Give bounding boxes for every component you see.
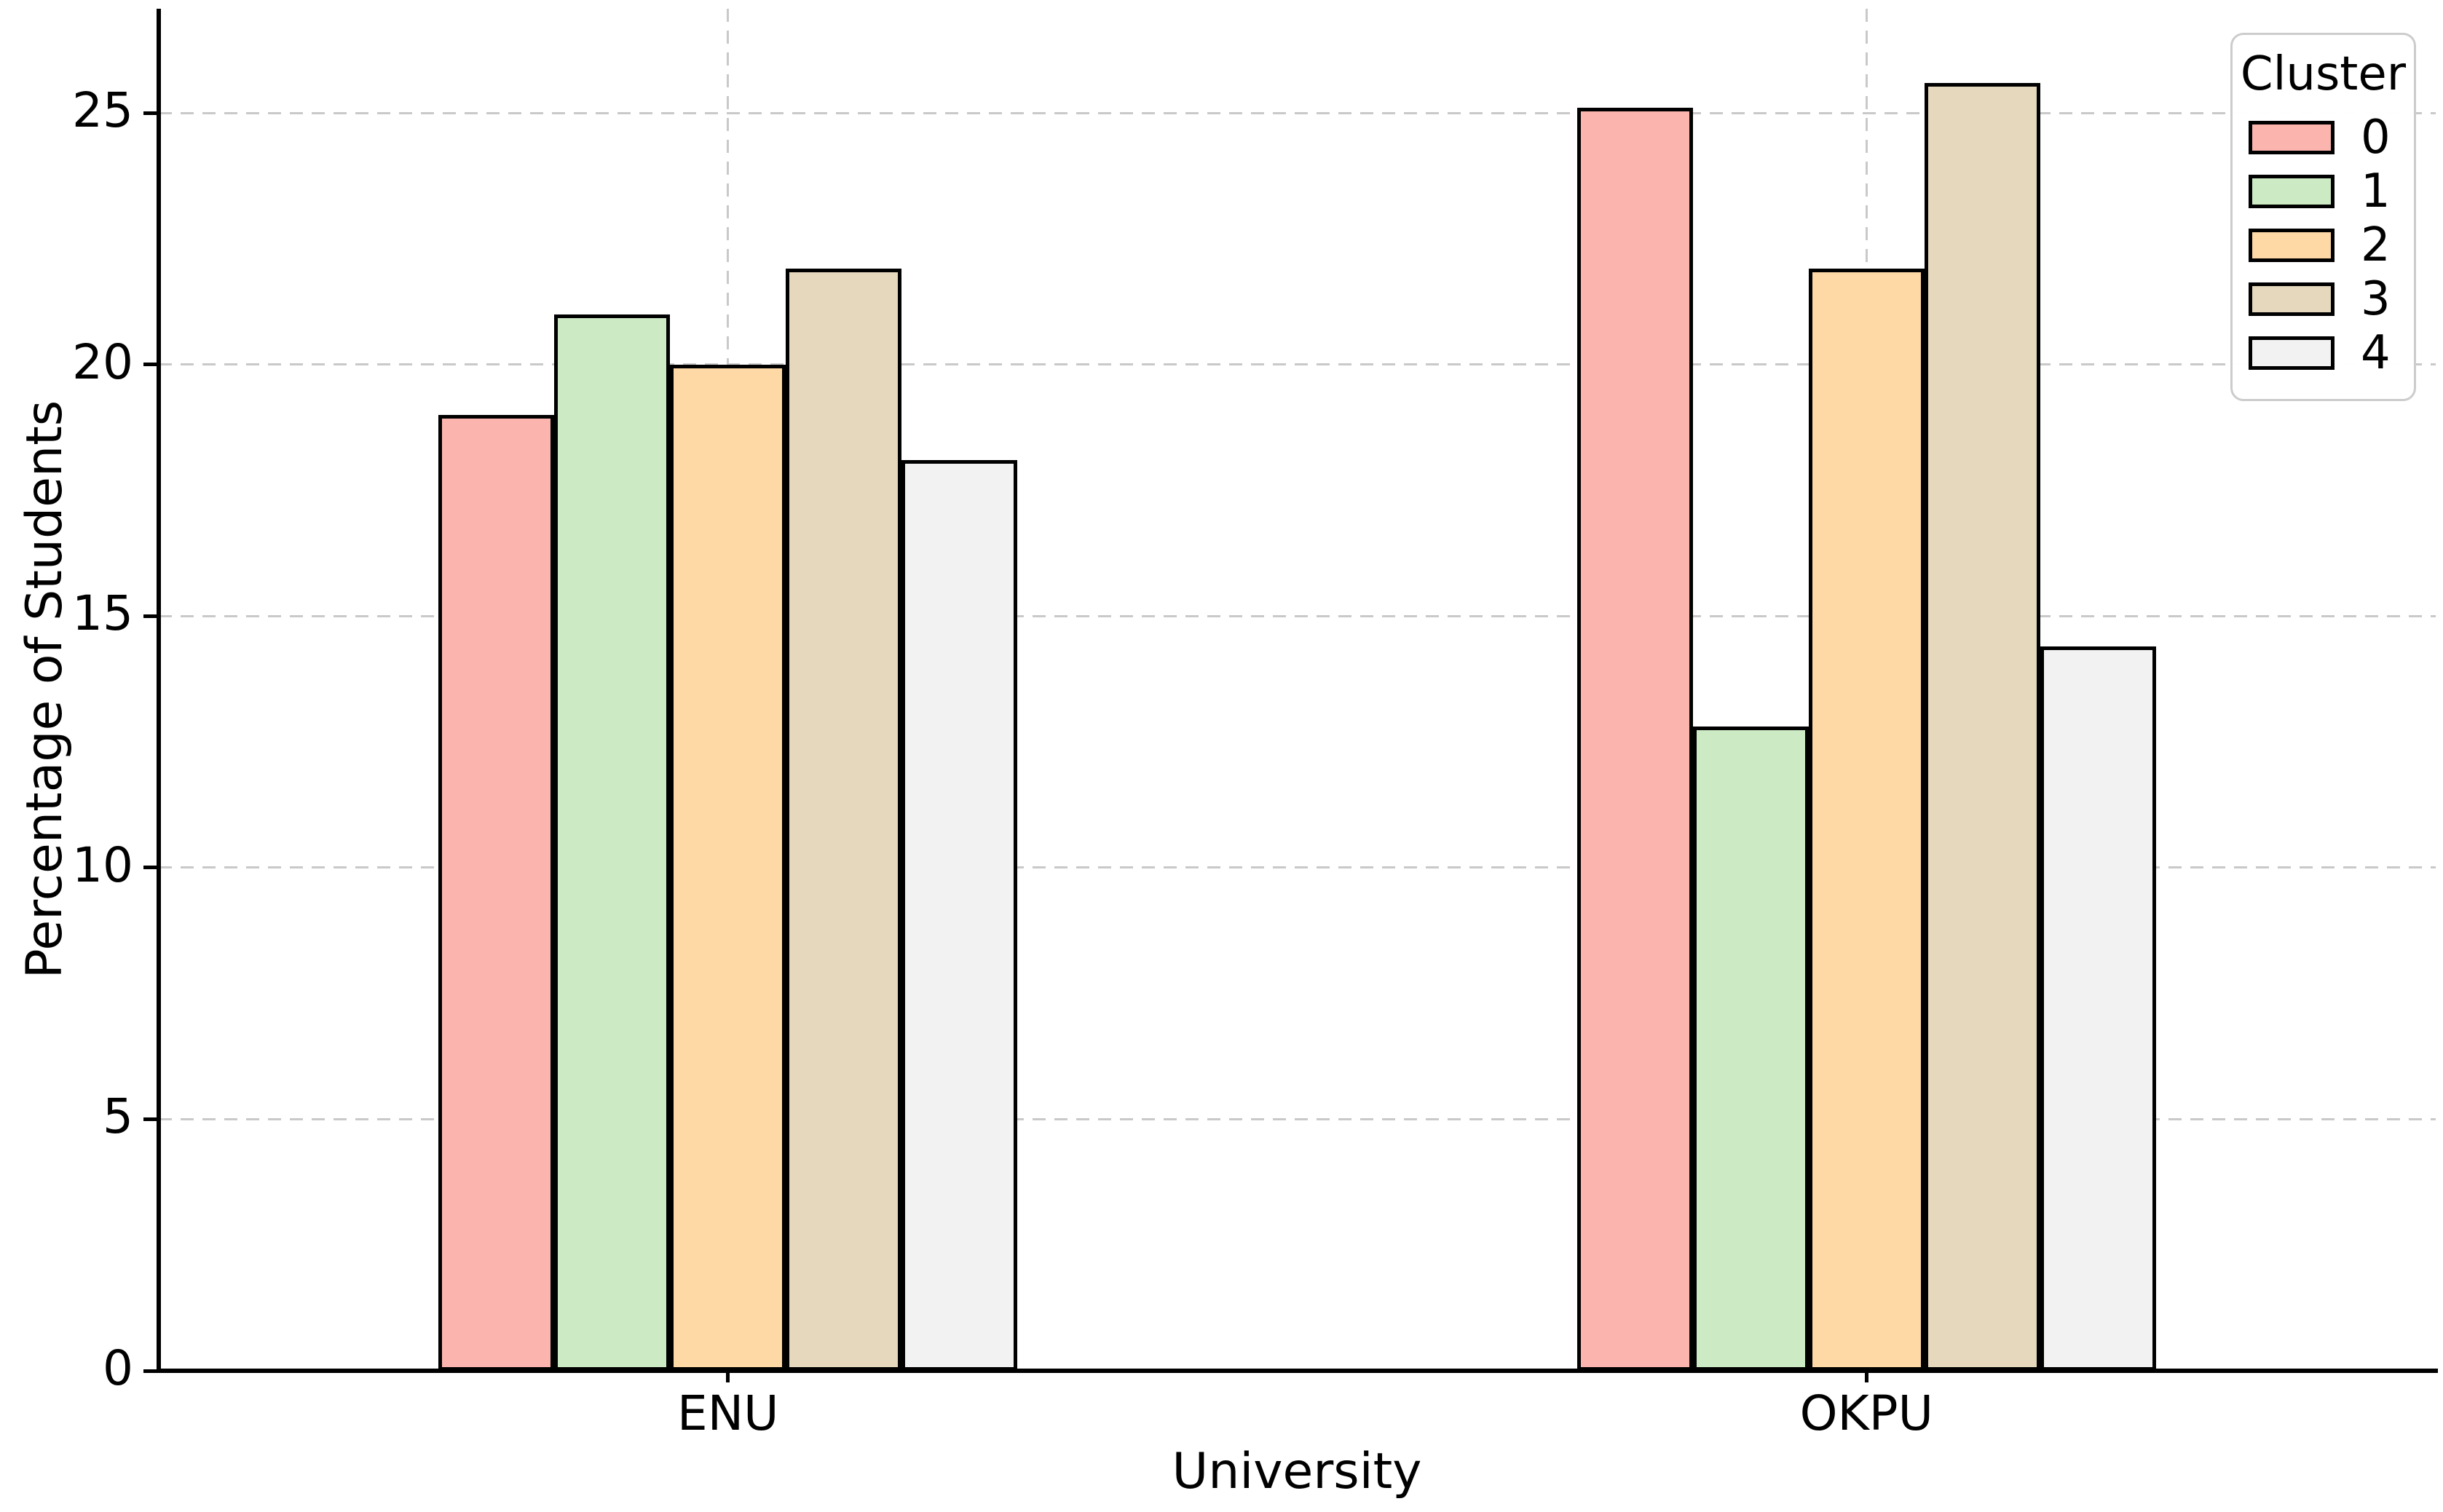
y-tick-mark	[143, 866, 159, 870]
plot-area: 0 5 10 15 20 25 ENU OKPU	[72, 9, 2438, 1438]
y-axis-spine	[157, 9, 161, 1371]
bar-enu-cluster-2	[670, 364, 786, 1371]
bar-okpu-cluster-4	[2040, 646, 2156, 1371]
x-tick-label: ENU	[677, 1385, 779, 1441]
legend-item-cluster-4: 4	[2233, 326, 2414, 380]
x-tick-label: OKPU	[1799, 1385, 1933, 1441]
y-gridline	[159, 363, 2436, 366]
legend-item-cluster-0: 0	[2233, 111, 2414, 165]
y-gridline	[159, 111, 2436, 114]
x-tick-mark	[1864, 1371, 1868, 1382]
legend-title: Cluster	[2240, 47, 2407, 101]
bar-enu-cluster-1	[554, 314, 671, 1371]
legend-label: 1	[2361, 165, 2391, 218]
legend-label: 2	[2361, 218, 2391, 272]
y-tick-label: 25	[72, 82, 133, 139]
y-tick-label: 10	[72, 836, 133, 893]
legend-label: 3	[2361, 272, 2391, 326]
y-tick-mark	[143, 614, 159, 618]
x-axis-spine	[157, 1369, 2438, 1373]
y-tick-label: 15	[72, 585, 133, 642]
legend-swatch	[2249, 175, 2335, 208]
legend-item-cluster-2: 2	[2233, 218, 2414, 272]
y-gridline	[159, 866, 2436, 869]
legend-label: 4	[2361, 326, 2391, 380]
bar-enu-cluster-4	[901, 459, 1018, 1371]
y-tick-label: 0	[103, 1340, 133, 1396]
y-tick-label: 20	[72, 333, 133, 390]
y-tick-mark	[143, 1369, 159, 1373]
y-tick-mark	[143, 1117, 159, 1121]
legend-item-cluster-1: 1	[2233, 165, 2414, 218]
y-axis-title: Percentage of Students	[16, 400, 74, 979]
bar-okpu-cluster-0	[1576, 108, 1693, 1371]
y-tick-mark	[143, 111, 159, 115]
legend-item-cluster-3: 3	[2233, 272, 2414, 326]
y-tick-label: 5	[103, 1088, 133, 1145]
x-axis-title: University	[1172, 1443, 1422, 1500]
bar-okpu-cluster-2	[1808, 269, 1925, 1371]
y-gridline	[159, 1117, 2436, 1120]
y-tick-mark	[143, 363, 159, 367]
bar-enu-cluster-3	[786, 269, 902, 1371]
bar-okpu-cluster-1	[1692, 727, 1809, 1371]
bar-okpu-cluster-3	[1924, 82, 2040, 1371]
legend-swatch	[2249, 229, 2335, 262]
y-gridline	[159, 614, 2436, 617]
legend-swatch	[2249, 282, 2335, 316]
legend-swatch	[2249, 336, 2335, 370]
legend-label: 0	[2361, 111, 2391, 165]
x-tick-mark	[726, 1371, 730, 1382]
bar-enu-cluster-0	[438, 414, 555, 1371]
legend-swatch	[2249, 121, 2335, 154]
